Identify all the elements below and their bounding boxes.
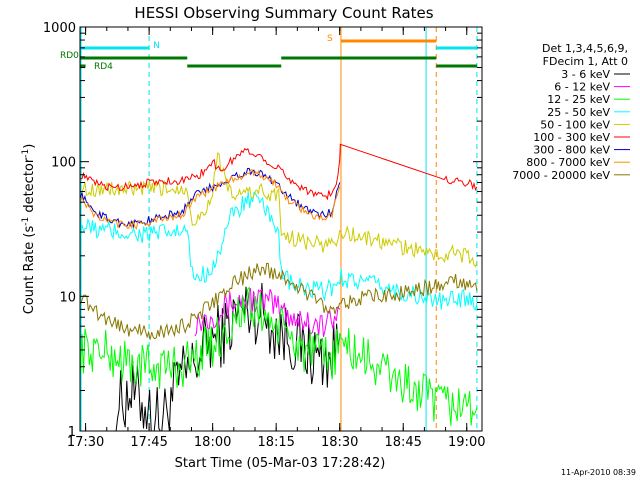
x-tick-label-0: 17:30: [67, 435, 104, 450]
y-tick-label-2: 100: [51, 156, 76, 171]
y-axis-label-end: ): [22, 144, 37, 149]
legend-entry-label-5: 100 - 300 keV: [533, 131, 610, 144]
series-line-4: [80, 151, 478, 268]
legend-entry-label-0: 3 - 6 keV: [561, 68, 610, 81]
y-tick-label-0: 1: [68, 425, 76, 440]
y-tick-label-3: 1000: [43, 21, 76, 36]
y-axis-label-main: Count Rate (s: [22, 226, 37, 315]
x-axis-label: Start Time (05-Mar-03 17:28:42): [175, 456, 386, 471]
x-axis: 17:30 17:45 18:00 18:15 18:30 18:45 19:00: [67, 27, 485, 450]
legend: Det 1,3,4,5,6,9,FDecim 1, Att 03 - 6 keV…: [512, 42, 630, 182]
y-axis-label: Count Rate (s-1 detector-1): [21, 144, 37, 315]
x-tick-label-6: 19:00: [448, 435, 485, 450]
series-line-8: [80, 262, 478, 340]
series-line-6: [80, 167, 341, 229]
legend-header-1: FDecim 1, Att 0: [543, 55, 628, 68]
y-axis: 1 10 100 1000: [43, 21, 482, 440]
x-tick-label-2: 18:00: [194, 435, 231, 450]
series-line-0: [115, 282, 341, 432]
flag-label-rd0: RD0: [60, 51, 79, 61]
legend-entry-label-3: 25 - 50 keV: [547, 106, 610, 119]
y-axis-label-sup2: -1: [21, 149, 31, 158]
series-line-2: [80, 286, 478, 426]
x-tick-label-3: 18:15: [257, 435, 294, 450]
flag-label-s: S: [327, 34, 333, 44]
flag-label-rd4: RD4: [94, 62, 113, 72]
legend-entry-label-6: 300 - 800 keV: [533, 144, 610, 157]
legend-entry-label-2: 12 - 25 keV: [547, 93, 610, 106]
series-line-7: [80, 169, 341, 230]
y-axis-label-sup1: -1: [21, 217, 31, 226]
series-line-1: [194, 287, 341, 338]
flag-label-n: N: [153, 41, 160, 51]
chart-title: HESSI Observing Summary Count Rates: [134, 4, 433, 22]
plot-frame: [79, 26, 483, 432]
footer-timestamp: 11-Apr-2010 08:39: [561, 468, 636, 477]
x-tick-label-4: 18:30: [321, 435, 358, 450]
legend-entry-label-1: 6 - 12 keV: [554, 81, 610, 94]
legend-entry-label-7: 800 - 7000 keV: [526, 156, 610, 169]
series-line-5: [80, 143, 478, 201]
x-tick-label-1: 17:45: [130, 435, 167, 450]
y-axis-label-mid: detector: [22, 157, 37, 217]
legend-entry-label-4: 50 - 100 keV: [540, 118, 610, 131]
legend-header-0: Det 1,3,4,5,6,9,: [542, 42, 628, 55]
plot-area: N S RD0 RD4: [60, 27, 478, 432]
x-tick-label-5: 18:45: [384, 435, 421, 450]
y-tick-label-1: 10: [59, 290, 76, 305]
legend-entry-label-8: 7000 - 20000 keV: [512, 169, 610, 182]
